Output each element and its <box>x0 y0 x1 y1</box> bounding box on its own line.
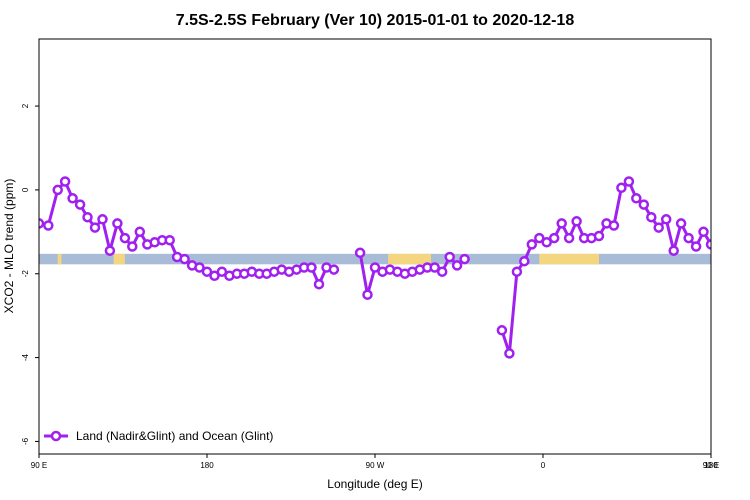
data-point <box>593 230 605 242</box>
data-point <box>563 232 575 244</box>
data-point <box>705 239 711 250</box>
land-ocean-bar <box>39 253 711 265</box>
data-point <box>638 199 650 210</box>
data-point <box>571 216 582 227</box>
x-tick-label: 180 <box>200 461 214 470</box>
land-band <box>388 253 431 265</box>
data-point <box>43 220 54 231</box>
data-point <box>668 245 679 256</box>
land-band <box>113 253 125 265</box>
legend-marker-icon <box>50 430 62 442</box>
data-point <box>134 226 146 238</box>
data-point <box>89 222 101 233</box>
data-point <box>504 348 515 359</box>
series-line <box>500 180 711 355</box>
data-point <box>354 247 366 259</box>
data-point <box>179 253 190 265</box>
x-tick-label: 90 E <box>31 461 47 470</box>
data-point <box>451 260 463 271</box>
x-tick-label: 180 <box>704 461 718 470</box>
data-point <box>112 218 123 229</box>
data-point <box>82 211 93 223</box>
data-point <box>653 222 664 233</box>
data-point <box>683 232 694 244</box>
y-tick-label: 0 <box>21 187 30 192</box>
land-band <box>57 253 62 265</box>
data-point <box>698 226 709 238</box>
data-point <box>722 236 730 244</box>
data-point <box>313 278 325 290</box>
data-point <box>119 232 131 244</box>
data-point <box>52 184 63 196</box>
data-point <box>608 220 620 231</box>
x-tick-label: 90 E <box>703 461 719 470</box>
x-tick-label: 90 W <box>366 461 385 470</box>
x-axis-label: Longitude (deg E) <box>327 477 422 491</box>
data-point <box>216 266 228 277</box>
y-tick-label: 2 <box>21 103 30 108</box>
data-point <box>74 199 86 210</box>
ocean-band <box>39 253 711 265</box>
data-point <box>429 262 440 273</box>
land-band <box>539 253 599 265</box>
y-tick-label: -6 <box>21 437 30 445</box>
data-point <box>616 182 627 194</box>
y-tick-label: -4 <box>21 353 30 361</box>
data-point <box>556 218 567 229</box>
data-point <box>623 176 635 187</box>
data-point <box>660 214 672 225</box>
data-point <box>164 234 175 246</box>
data-point <box>127 241 138 252</box>
data-point <box>104 245 116 256</box>
data-point <box>39 218 45 229</box>
y-axis-label: XCO2 - MLO trend (ppm) <box>2 179 16 314</box>
data-point <box>459 253 470 265</box>
data-point <box>328 264 340 275</box>
data-point <box>534 232 545 244</box>
plot-frame <box>38 38 712 455</box>
x-tick-label: 0 <box>541 461 546 470</box>
y-tick-label: -2 <box>21 270 30 278</box>
y-axis-ticks: 2 0 -2 -4 -6 <box>21 103 39 445</box>
data-point <box>306 262 317 273</box>
data-point <box>209 270 220 282</box>
data-point <box>362 289 373 300</box>
data-point <box>690 241 702 252</box>
data-point <box>97 214 108 225</box>
series-layer <box>39 176 737 359</box>
data-point <box>511 266 523 277</box>
legend: Land (Nadir&Glint) and Ocean (Glint) <box>44 429 273 443</box>
data-point <box>519 255 530 267</box>
chart-title: 7.5S-2.5S February (Ver 10) 2015-01-01 t… <box>176 12 575 29</box>
data-point <box>541 237 552 248</box>
data-point <box>729 236 737 244</box>
data-point <box>194 262 205 273</box>
data-point <box>715 238 723 246</box>
data-point <box>646 211 657 223</box>
data-point <box>548 232 560 244</box>
data-point <box>59 176 71 187</box>
data-point <box>444 251 455 263</box>
data-point <box>436 266 448 277</box>
data-point <box>369 262 381 273</box>
data-point <box>526 239 538 250</box>
data-point <box>67 193 78 204</box>
data-point <box>675 218 687 229</box>
data-point <box>496 325 508 336</box>
legend-entry-label: Land (Nadir&Glint) and Ocean (Glint) <box>76 429 273 443</box>
data-point <box>631 193 642 204</box>
data-point <box>201 266 213 277</box>
